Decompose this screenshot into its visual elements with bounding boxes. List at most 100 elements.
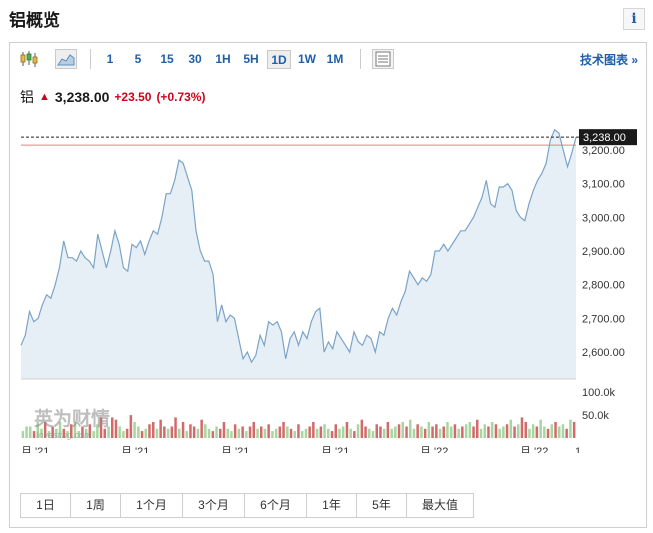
volume-bar (405, 426, 408, 438)
volume-bar (278, 426, 282, 438)
volume-bar (453, 424, 457, 439)
volume-bar (543, 426, 546, 438)
volume-bar (561, 424, 565, 439)
period-1day[interactable]: 1D (267, 50, 291, 69)
volume-tick-label: 50.0k (582, 410, 609, 422)
range-6month[interactable]: 6个月 (245, 494, 307, 517)
volume-bar (539, 419, 542, 438)
volume-bar (43, 422, 47, 438)
range-1year[interactable]: 1年 (307, 494, 357, 517)
volume-bar (129, 415, 133, 438)
volume-bar (308, 426, 311, 438)
volume-bar (397, 424, 401, 439)
volume-bar (401, 422, 404, 438)
volume-bar (230, 431, 233, 438)
range-1day[interactable]: 1日 (21, 494, 71, 517)
volume-bar (446, 422, 449, 438)
volume-bar (81, 426, 84, 438)
volume-bar (327, 428, 330, 438)
volume-bar (323, 424, 326, 439)
volume-bar (412, 428, 416, 438)
volume-bar (319, 426, 323, 438)
volume-bar (498, 428, 501, 438)
volume-bar (36, 422, 39, 438)
chart-toolbar: 1 5 15 30 1H 5H 1D 1W 1M 技术图表 » (10, 43, 646, 75)
volume-bar (274, 428, 278, 438)
price-change-percent: (+0.73%) (156, 90, 206, 104)
volume-bar (375, 424, 378, 439)
period-1hour[interactable]: 1H (215, 52, 231, 66)
volume-bar (222, 422, 226, 438)
volume-bar (271, 431, 274, 438)
range-3month[interactable]: 3个月 (183, 494, 245, 517)
volume-bar (155, 428, 159, 438)
volume-bar (468, 422, 472, 438)
price-area (21, 129, 576, 379)
volume-bar (170, 426, 174, 438)
range-1week[interactable]: 1周 (71, 494, 121, 517)
volume-bar (509, 419, 513, 438)
price-line (20, 128, 577, 364)
volume-bar (196, 428, 200, 438)
x-tick-label: 月 '21 (321, 446, 349, 453)
title-bar: 铝概览 i (0, 0, 653, 36)
volume-bar (114, 419, 118, 438)
volume-bar (58, 422, 62, 438)
volume-bar (111, 417, 114, 438)
volume-bar (341, 426, 345, 438)
volume-bar (502, 426, 505, 438)
range-5year[interactable]: 5年 (357, 494, 407, 517)
volume-bar (88, 424, 92, 439)
period-5hour[interactable]: 5H (243, 52, 259, 66)
volume-bar (47, 431, 51, 438)
volume-bar (301, 431, 304, 438)
period-1min[interactable]: 1 (106, 52, 114, 66)
volume-bar (211, 431, 215, 438)
volume-bar (368, 428, 371, 438)
volume-bar (286, 426, 289, 438)
volume-bar (248, 426, 252, 438)
y-tick-label: 3,100.00 (582, 179, 625, 191)
volume-bar (315, 428, 319, 438)
area-chart-icon[interactable] (55, 49, 77, 69)
period-1week[interactable]: 1W (298, 52, 316, 66)
period-5min[interactable]: 5 (134, 52, 142, 66)
volume-bar (245, 431, 248, 438)
candlestick-chart-icon[interactable] (18, 49, 40, 69)
volume-bar (84, 428, 88, 438)
technical-chart-link[interactable]: 技术图表 » (579, 53, 638, 67)
volume-bar (163, 426, 166, 438)
volume-bar (312, 422, 315, 438)
price-quote: 铝 ▲ 3,238.00 +23.50 (+0.73%) (20, 87, 205, 107)
volume-bar (152, 422, 155, 438)
y-tick-label: 2,600.00 (582, 347, 625, 359)
toolbar-divider (90, 49, 91, 69)
volume-bar (77, 431, 80, 438)
period-1month[interactable]: 1M (326, 52, 344, 66)
range-1month[interactable]: 1个月 (121, 494, 183, 517)
last-price: 3,238.00 (54, 89, 110, 105)
y-tick-label: 2,700.00 (582, 313, 625, 325)
volume-bar (569, 419, 572, 438)
period-15min[interactable]: 15 (160, 52, 174, 66)
volume-bar (282, 422, 285, 438)
y-tick-label: 2,900.00 (582, 246, 625, 258)
volume-bar (442, 426, 445, 438)
volume-bar (330, 431, 334, 438)
volume-bar (107, 426, 110, 438)
volume-bar (464, 424, 468, 439)
period-30min[interactable]: 30 (188, 52, 202, 66)
volume-bar (338, 428, 341, 438)
volume-bar (558, 426, 561, 438)
instrument-name: 铝 (20, 89, 34, 105)
volume-bar (353, 431, 356, 438)
table-view-icon[interactable] (372, 49, 394, 69)
info-button[interactable]: i (623, 8, 645, 30)
range-max[interactable]: 最大值 (407, 494, 473, 517)
y-tick-label: 3,200.00 (582, 145, 625, 157)
volume-bar (207, 428, 211, 438)
volume-bar (92, 431, 95, 438)
volume-bar (233, 424, 237, 439)
price-chart[interactable]: 3,200.00 3,100.00 3,000.00 2,900.00 2,800.00… (10, 43, 646, 453)
volume-bar (438, 428, 442, 438)
